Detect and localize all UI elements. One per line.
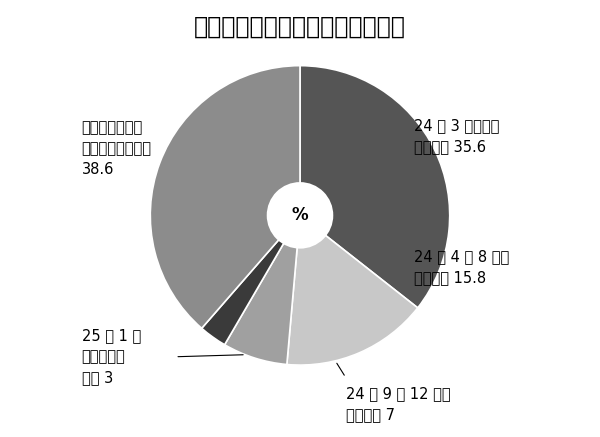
Text: 24 年 3 月までに
対応完了 35.6: 24 年 3 月までに 対応完了 35.6 xyxy=(415,118,500,154)
Circle shape xyxy=(268,183,332,248)
Text: 25 年 1 月
以降に完了
予定 3: 25 年 1 月 以降に完了 予定 3 xyxy=(82,328,141,385)
Wedge shape xyxy=(202,215,300,345)
Wedge shape xyxy=(287,215,418,365)
Text: %: % xyxy=(292,206,308,224)
Title: ４割の事業者が対応のメド立たず: ４割の事業者が対応のメド立たず xyxy=(194,15,406,39)
Text: 現在対応中だが
完了のメド立たず
38.6: 現在対応中だが 完了のメド立たず 38.6 xyxy=(82,120,152,177)
Wedge shape xyxy=(300,66,450,308)
Text: 24 年 4 〜 8 月に
対応完了 15.8: 24 年 4 〜 8 月に 対応完了 15.8 xyxy=(415,250,509,285)
Text: 24 年 9 〜 12 月に
完了予定 7: 24 年 9 〜 12 月に 完了予定 7 xyxy=(346,386,451,422)
Wedge shape xyxy=(150,66,300,328)
Wedge shape xyxy=(224,215,300,364)
